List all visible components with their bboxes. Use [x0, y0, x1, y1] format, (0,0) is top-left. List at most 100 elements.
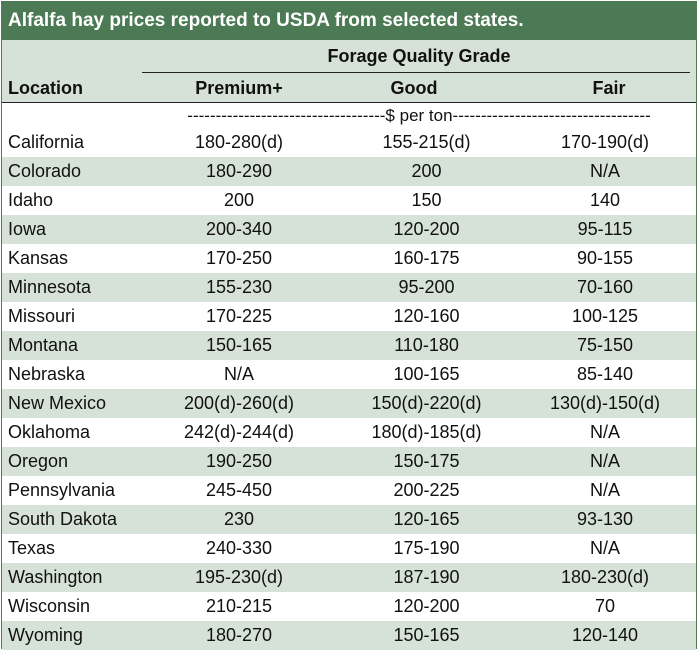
cell-location: New Mexico: [2, 389, 139, 418]
cell-premium: 180-280(d): [139, 128, 339, 157]
cell-premium: 200(d)-260(d): [139, 389, 339, 418]
cell-location: Wyoming: [2, 621, 139, 650]
cell-fair: N/A: [514, 476, 696, 505]
table-row: Oregon 190-250 150-175 N/A: [2, 447, 696, 476]
cell-premium: 245-450: [139, 476, 339, 505]
column-header-fair: Fair: [592, 78, 626, 98]
cell-good: 175-190: [339, 534, 514, 563]
cell-premium: 210-215: [139, 592, 339, 621]
cell-good: 120-200: [339, 215, 514, 244]
cell-fair: N/A: [514, 534, 696, 563]
table-row: Texas 240-330 175-190 N/A: [2, 534, 696, 563]
cell-fair: 130(d)-150(d): [514, 389, 696, 418]
table-row: South Dakota 230 120-165 93-130: [2, 505, 696, 534]
cell-premium: N/A: [139, 360, 339, 389]
cell-location: Montana: [2, 331, 139, 360]
cell-premium: 170-250: [139, 244, 339, 273]
cell-fair: 70-160: [514, 273, 696, 302]
cell-good: 150(d)-220(d): [339, 389, 514, 418]
cell-good: 95-200: [339, 273, 514, 302]
cell-fair: 140: [514, 186, 696, 215]
cell-premium: 230: [139, 505, 339, 534]
cell-location: Colorado: [2, 157, 139, 186]
cell-premium: 155-230: [139, 273, 339, 302]
price-table: California 180-280(d) 155-215(d) 170-190(d)…: [2, 128, 696, 650]
units-row: -----------------------------------$ per…: [2, 103, 696, 128]
header-divider: [2, 102, 696, 103]
table-row: Colorado 180-290 200 N/A: [2, 157, 696, 186]
table-row: Kansas 170-250 160-175 90-155: [2, 244, 696, 273]
cell-good: 200-225: [339, 476, 514, 505]
cell-fair: 120-140: [514, 621, 696, 650]
cell-premium: 195-230(d): [139, 563, 339, 592]
cell-fair: 93-130: [514, 505, 696, 534]
cell-good: 180(d)-185(d): [339, 418, 514, 447]
cell-premium: 200-340: [139, 215, 339, 244]
cell-location: Wisconsin: [2, 592, 139, 621]
cell-fair: N/A: [514, 418, 696, 447]
cell-location: Pennsylvania: [2, 476, 139, 505]
cell-good: 120-165: [339, 505, 514, 534]
cell-good: 187-190: [339, 563, 514, 592]
cell-premium: 180-270: [139, 621, 339, 650]
units-label: -----------------------------------$ per…: [187, 106, 651, 125]
cell-fair: 75-150: [514, 331, 696, 360]
table-row: Montana 150-165 110-180 75-150: [2, 331, 696, 360]
cell-fair: N/A: [514, 447, 696, 476]
table-row: Oklahoma 242(d)-244(d) 180(d)-185(d) N/A: [2, 418, 696, 447]
cell-fair: 180-230(d): [514, 563, 696, 592]
cell-location: Oklahoma: [2, 418, 139, 447]
cell-location: Oregon: [2, 447, 139, 476]
cell-location: Idaho: [2, 186, 139, 215]
cell-premium: 200: [139, 186, 339, 215]
table-row: California 180-280(d) 155-215(d) 170-190(d): [2, 128, 696, 157]
table-row: Missouri 170-225 120-160 100-125: [2, 302, 696, 331]
table-row: Washington 195-230(d) 187-190 180-230(d): [2, 563, 696, 592]
cell-location: Nebraska: [2, 360, 139, 389]
table-row: Minnesota 155-230 95-200 70-160: [2, 273, 696, 302]
cell-location: Iowa: [2, 215, 139, 244]
cell-good: 160-175: [339, 244, 514, 273]
cell-location: Washington: [2, 563, 139, 592]
cell-location: Kansas: [2, 244, 139, 273]
table-row: Pennsylvania 245-450 200-225 N/A: [2, 476, 696, 505]
cell-premium: 190-250: [139, 447, 339, 476]
column-header-good: Good: [390, 78, 438, 98]
cell-good: 120-200: [339, 592, 514, 621]
forage-quality-grade-label: Forage Quality Grade: [327, 46, 511, 66]
table-row: Wyoming 180-270 150-165 120-140: [2, 621, 696, 650]
cell-good: 150: [339, 186, 514, 215]
table-row: Wisconsin 210-215 120-200 70: [2, 592, 696, 621]
table-header: Forage Quality Grade Location Premium+ G…: [2, 40, 696, 103]
cell-fair: 70: [514, 592, 696, 621]
cell-good: 150-175: [339, 447, 514, 476]
cell-premium: 240-330: [139, 534, 339, 563]
cell-location: Texas: [2, 534, 139, 563]
table-row: Iowa 200-340 120-200 95-115: [2, 215, 696, 244]
cell-location: California: [2, 128, 139, 157]
table-row: Idaho 200 150 140: [2, 186, 696, 215]
cell-good: 150-165: [339, 621, 514, 650]
cell-location: Minnesota: [2, 273, 139, 302]
cell-fair: 95-115: [514, 215, 696, 244]
cell-good: 110-180: [339, 331, 514, 360]
cell-fair: 100-125: [514, 302, 696, 331]
cell-premium: 242(d)-244(d): [139, 418, 339, 447]
cell-location: Missouri: [2, 302, 139, 331]
price-table-body: California 180-280(d) 155-215(d) 170-190(d)…: [2, 128, 696, 650]
cell-premium: 180-290: [139, 157, 339, 186]
table-title: Alfalfa hay prices reported to USDA from…: [2, 2, 696, 40]
cell-premium: 150-165: [139, 331, 339, 360]
cell-fair: 90-155: [514, 244, 696, 273]
cell-good: 100-165: [339, 360, 514, 389]
cell-premium: 170-225: [139, 302, 339, 331]
table-row: New Mexico 200(d)-260(d) 150(d)-220(d) 130(…: [2, 389, 696, 418]
cell-fair: 85-140: [514, 360, 696, 389]
column-header-location: Location: [8, 78, 83, 98]
cell-good: 200: [339, 157, 514, 186]
cell-fair: N/A: [514, 157, 696, 186]
grade-underline: [142, 72, 690, 73]
cell-good: 155-215(d): [339, 128, 514, 157]
column-header-premium: Premium+: [195, 78, 283, 98]
